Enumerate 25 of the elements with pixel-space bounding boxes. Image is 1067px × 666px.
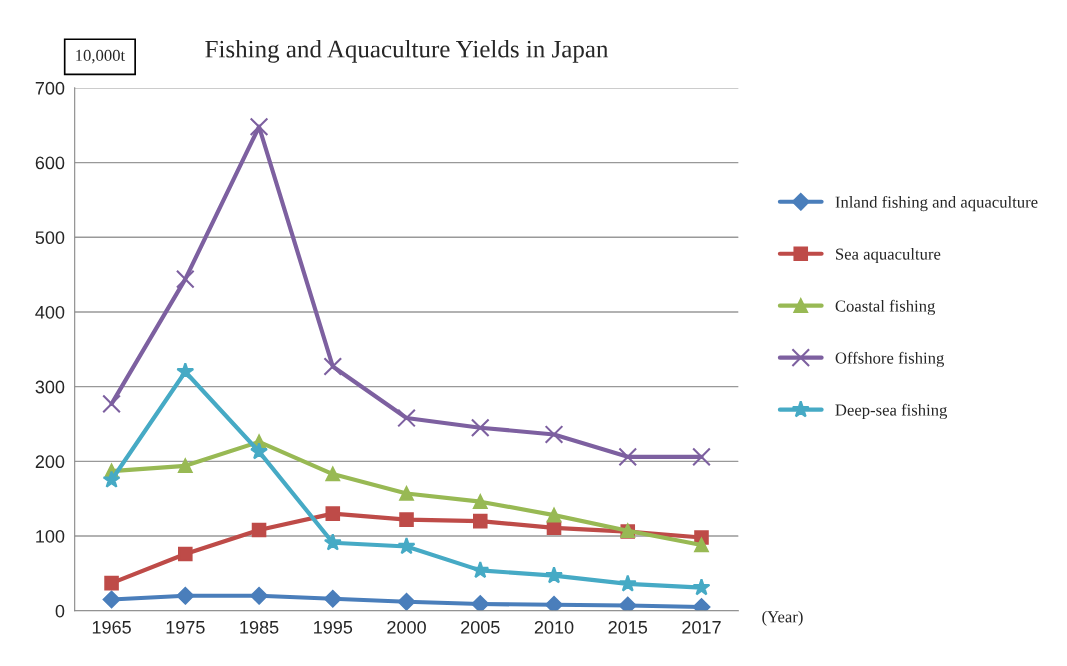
y-tick-label: 100 [36, 529, 65, 543]
x-tick-label: 1965 [92, 620, 131, 634]
x-tick-label: 1985 [240, 620, 279, 634]
y-tick-label: 0 [55, 604, 65, 618]
y-tick-label: 600 [35, 156, 65, 170]
y-tick-label: 400 [35, 305, 65, 319]
x-tick-label: 2010 [534, 620, 574, 634]
legend-label: Inland fishing and aquaculture [835, 195, 1038, 212]
y-tick-label: 700 [35, 81, 65, 95]
legend-label: Coastal fishing [835, 299, 936, 316]
x-tick-label: 2000 [387, 620, 426, 634]
y-tick-label: 300 [35, 380, 65, 394]
x-axis-title: (Year) [762, 610, 803, 626]
y-tick-label: 200 [35, 455, 65, 469]
chart-title: Fishing and Aquaculture Yields in Japan [205, 40, 609, 63]
y-tick-label: 500 [35, 231, 65, 245]
y-axis-title: 10,000t [76, 49, 126, 64]
x-tick-label: 1995 [314, 620, 353, 634]
legend-label: Sea aquaculture [836, 247, 941, 264]
legend-label: Deep-sea fishing [835, 403, 948, 420]
x-tick-label: 2005 [461, 620, 500, 634]
x-tick-label: 2015 [608, 620, 648, 634]
legend-label: Offshore fishing [835, 351, 944, 368]
x-tick-label: 2017 [682, 620, 721, 634]
x-tick-label: 1975 [166, 620, 205, 634]
